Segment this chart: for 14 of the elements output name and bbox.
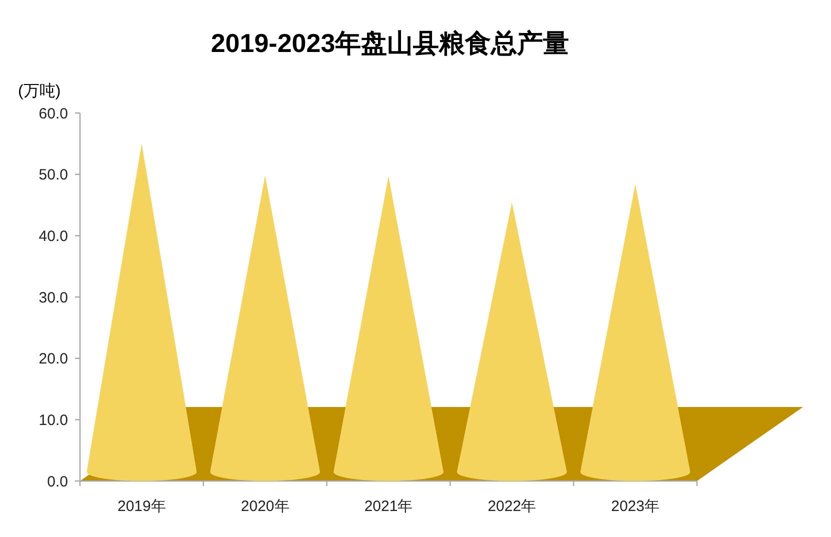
y-tick-label: 30.0 [38, 289, 68, 306]
x-tick-label: 2022年 [488, 498, 536, 515]
y-tick-label: 60.0 [38, 105, 68, 122]
x-tick-label: 2021年 [364, 498, 413, 515]
x-tick-label: 2019年 [118, 498, 166, 515]
chart-title: 2019-2023年盘山县粮食总产量 [210, 28, 570, 58]
y-axis-title: (万吨) [18, 82, 61, 100]
y-tick-label: 40.0 [38, 228, 68, 245]
y-tick-label: 50.0 [38, 166, 68, 184]
y-tick-label: 10.0 [38, 412, 68, 429]
y-tick-label: 0.0 [47, 473, 68, 490]
y-tick-label: 20.0 [38, 350, 68, 368]
x-tick-label: 2023年 [611, 498, 660, 515]
x-tick-label: 2020年 [240, 498, 290, 515]
